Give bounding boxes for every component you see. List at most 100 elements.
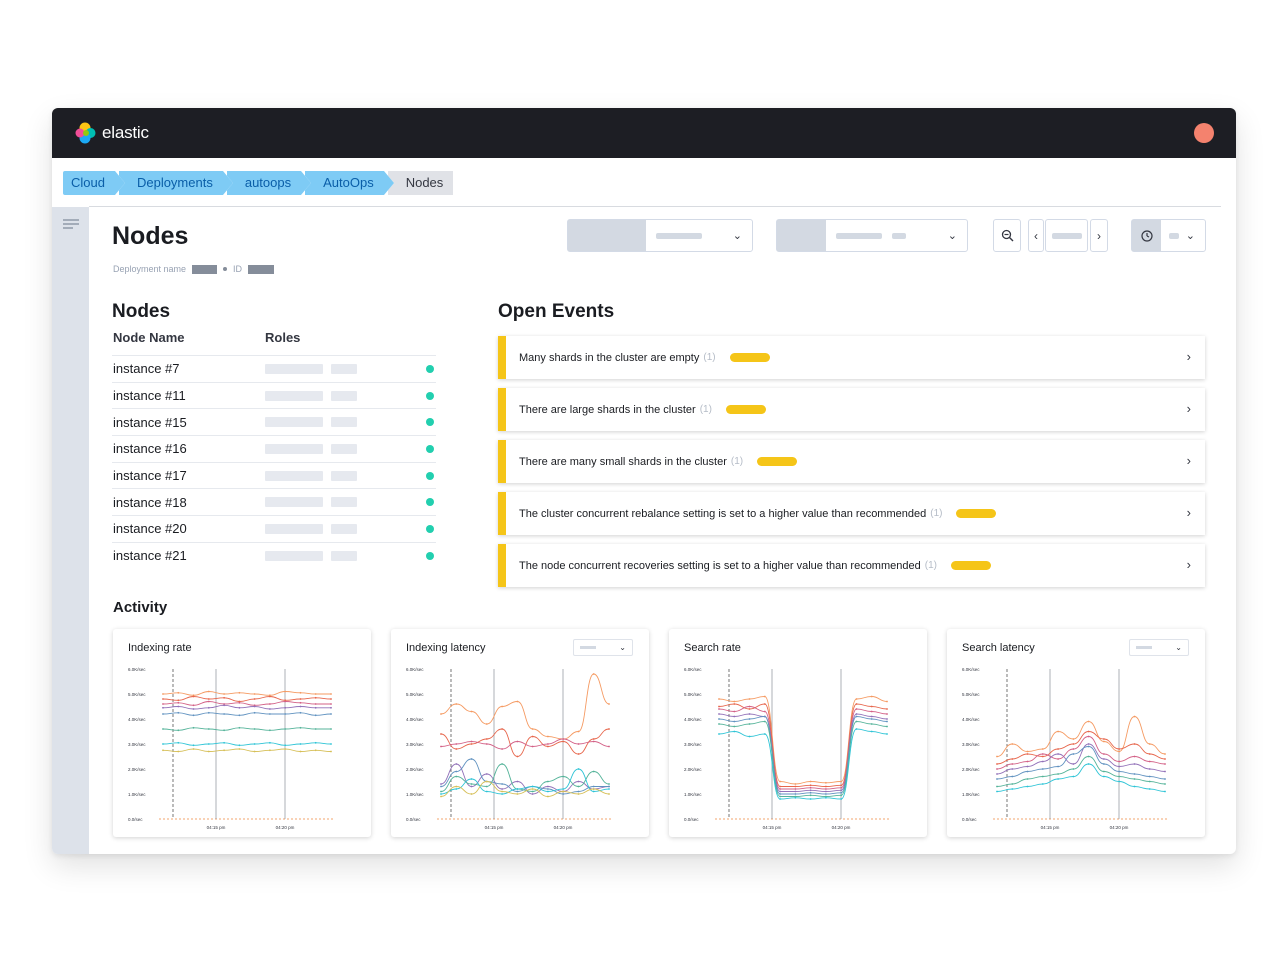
elastic-logo[interactable]: elastic: [74, 121, 149, 145]
role-placeholder: [331, 390, 357, 401]
data-point: [330, 698, 332, 700]
time-range-display[interactable]: [1045, 219, 1088, 252]
breadcrumb-deployments[interactable]: Deployments: [114, 171, 233, 195]
event-item[interactable]: The node concurrent recoveries setting i…: [498, 544, 1205, 587]
data-point: [577, 790, 580, 793]
data-point: [470, 783, 473, 785]
data-point: [223, 703, 225, 705]
data-point: [177, 729, 180, 732]
data-point: [562, 740, 565, 743]
chart-card: Search latency ⌄ 6.0K/sec 5.0K/sec 4.0K/sec 3…: [947, 629, 1205, 837]
data-point: [485, 743, 488, 745]
event-item[interactable]: Many shards in the cluster are empty (1) ›: [498, 336, 1205, 379]
sidebar-toggle-icon[interactable]: [63, 219, 79, 229]
data-point: [253, 693, 256, 695]
chevron-down-icon: ⌄: [947, 230, 957, 242]
data-point: [1164, 758, 1166, 760]
data-point: [562, 775, 565, 778]
table-row[interactable]: instance #15: [112, 408, 436, 435]
table-row[interactable]: instance #20: [112, 515, 436, 542]
data-point: [794, 788, 797, 790]
data-point: [177, 750, 180, 753]
data-point: [269, 708, 271, 710]
data-point: [733, 725, 736, 728]
time-prev-button[interactable]: ‹: [1028, 219, 1044, 252]
event-item[interactable]: There are many small shards in the clust…: [498, 440, 1205, 483]
data-point: [763, 703, 766, 705]
data-point: [763, 710, 766, 713]
breadcrumb-autoops-deployment[interactable]: autoops: [222, 171, 312, 195]
data-point: [794, 783, 797, 785]
table-row[interactable]: instance #11: [112, 381, 436, 409]
event-item[interactable]: The cluster concurrent rebalance setting…: [498, 492, 1205, 535]
data-point: [455, 788, 458, 790]
data-point: [1072, 748, 1075, 750]
data-point: [592, 788, 595, 790]
x-tick-label: 04:15 pm: [1041, 825, 1060, 830]
nodes-table: instance #7 instance #11 instance #15 insta…: [112, 355, 436, 569]
data-point: [825, 788, 827, 790]
data-point: [485, 738, 488, 740]
filter-select-1[interactable]: ⌄: [567, 219, 753, 252]
data-point: [253, 705, 256, 708]
series-line: [996, 731, 1166, 765]
data-point: [1087, 745, 1090, 748]
data-point: [1026, 778, 1029, 780]
refresh-select[interactable]: ⌄: [1131, 219, 1206, 252]
chevron-right-icon: ›: [1186, 453, 1191, 468]
user-avatar[interactable]: [1194, 123, 1214, 143]
event-item[interactable]: There are large shards in the cluster (1)…: [498, 388, 1205, 431]
table-row[interactable]: instance #16: [112, 435, 436, 462]
table-row[interactable]: instance #21: [112, 541, 436, 569]
data-point: [886, 718, 888, 720]
y-tick-label: 3.0K/sec: [684, 742, 702, 747]
data-point: [531, 785, 534, 788]
data-point: [577, 793, 580, 795]
data-point: [516, 755, 519, 758]
data-point: [501, 788, 503, 790]
breadcrumb-autoops[interactable]: AutoOps: [301, 171, 394, 195]
chart-title: Search rate: [684, 642, 741, 654]
data-point: [733, 730, 736, 733]
data-point: [1011, 775, 1014, 778]
zoom-out-button[interactable]: [993, 219, 1021, 252]
data-point: [314, 728, 317, 730]
data-point: [470, 778, 473, 780]
data-point: [1148, 775, 1151, 778]
data-point: [840, 798, 843, 800]
y-tick-label: 3.0K/sec: [406, 742, 424, 747]
chevron-down-icon: ⌄: [1175, 643, 1182, 652]
data-point: [733, 710, 736, 713]
data-point: [886, 700, 888, 703]
node-name: instance #16: [113, 441, 187, 457]
data-point: [733, 715, 736, 718]
chart-metric-select[interactable]: ⌄: [1129, 639, 1189, 656]
filter-select-2[interactable]: ⌄: [776, 219, 968, 252]
table-row[interactable]: instance #7: [112, 355, 436, 382]
time-next-button[interactable]: ›: [1090, 219, 1108, 252]
table-row[interactable]: instance #18: [112, 488, 436, 515]
data-point: [794, 785, 797, 788]
line-chart: 6.0K/sec 5.0K/sec 4.0K/sec 3.0K/sec 2.0K/sec…: [684, 667, 891, 830]
chart-metric-select[interactable]: ⌄: [573, 639, 633, 656]
data-point: [1087, 743, 1090, 745]
table-row[interactable]: instance #17: [112, 461, 436, 489]
breadcrumb-cloud[interactable]: Cloud: [63, 171, 125, 195]
data-point: [1011, 743, 1014, 745]
data-point: [840, 784, 843, 787]
series-line: [718, 721, 888, 797]
data-point: [207, 728, 210, 730]
data-point: [284, 690, 287, 693]
data-point: [547, 780, 549, 783]
data-point: [733, 700, 736, 703]
data-point: [162, 698, 164, 700]
data-point: [314, 696, 317, 699]
data-point: [1103, 770, 1105, 773]
breadcrumb: Cloud Deployments autoops AutoOps Nodes: [63, 171, 457, 195]
data-point: [177, 705, 180, 708]
data-point: [1164, 753, 1166, 755]
data-point: [718, 705, 720, 708]
data-point: [809, 784, 812, 787]
data-point: [748, 708, 751, 710]
data-point: [748, 698, 751, 700]
